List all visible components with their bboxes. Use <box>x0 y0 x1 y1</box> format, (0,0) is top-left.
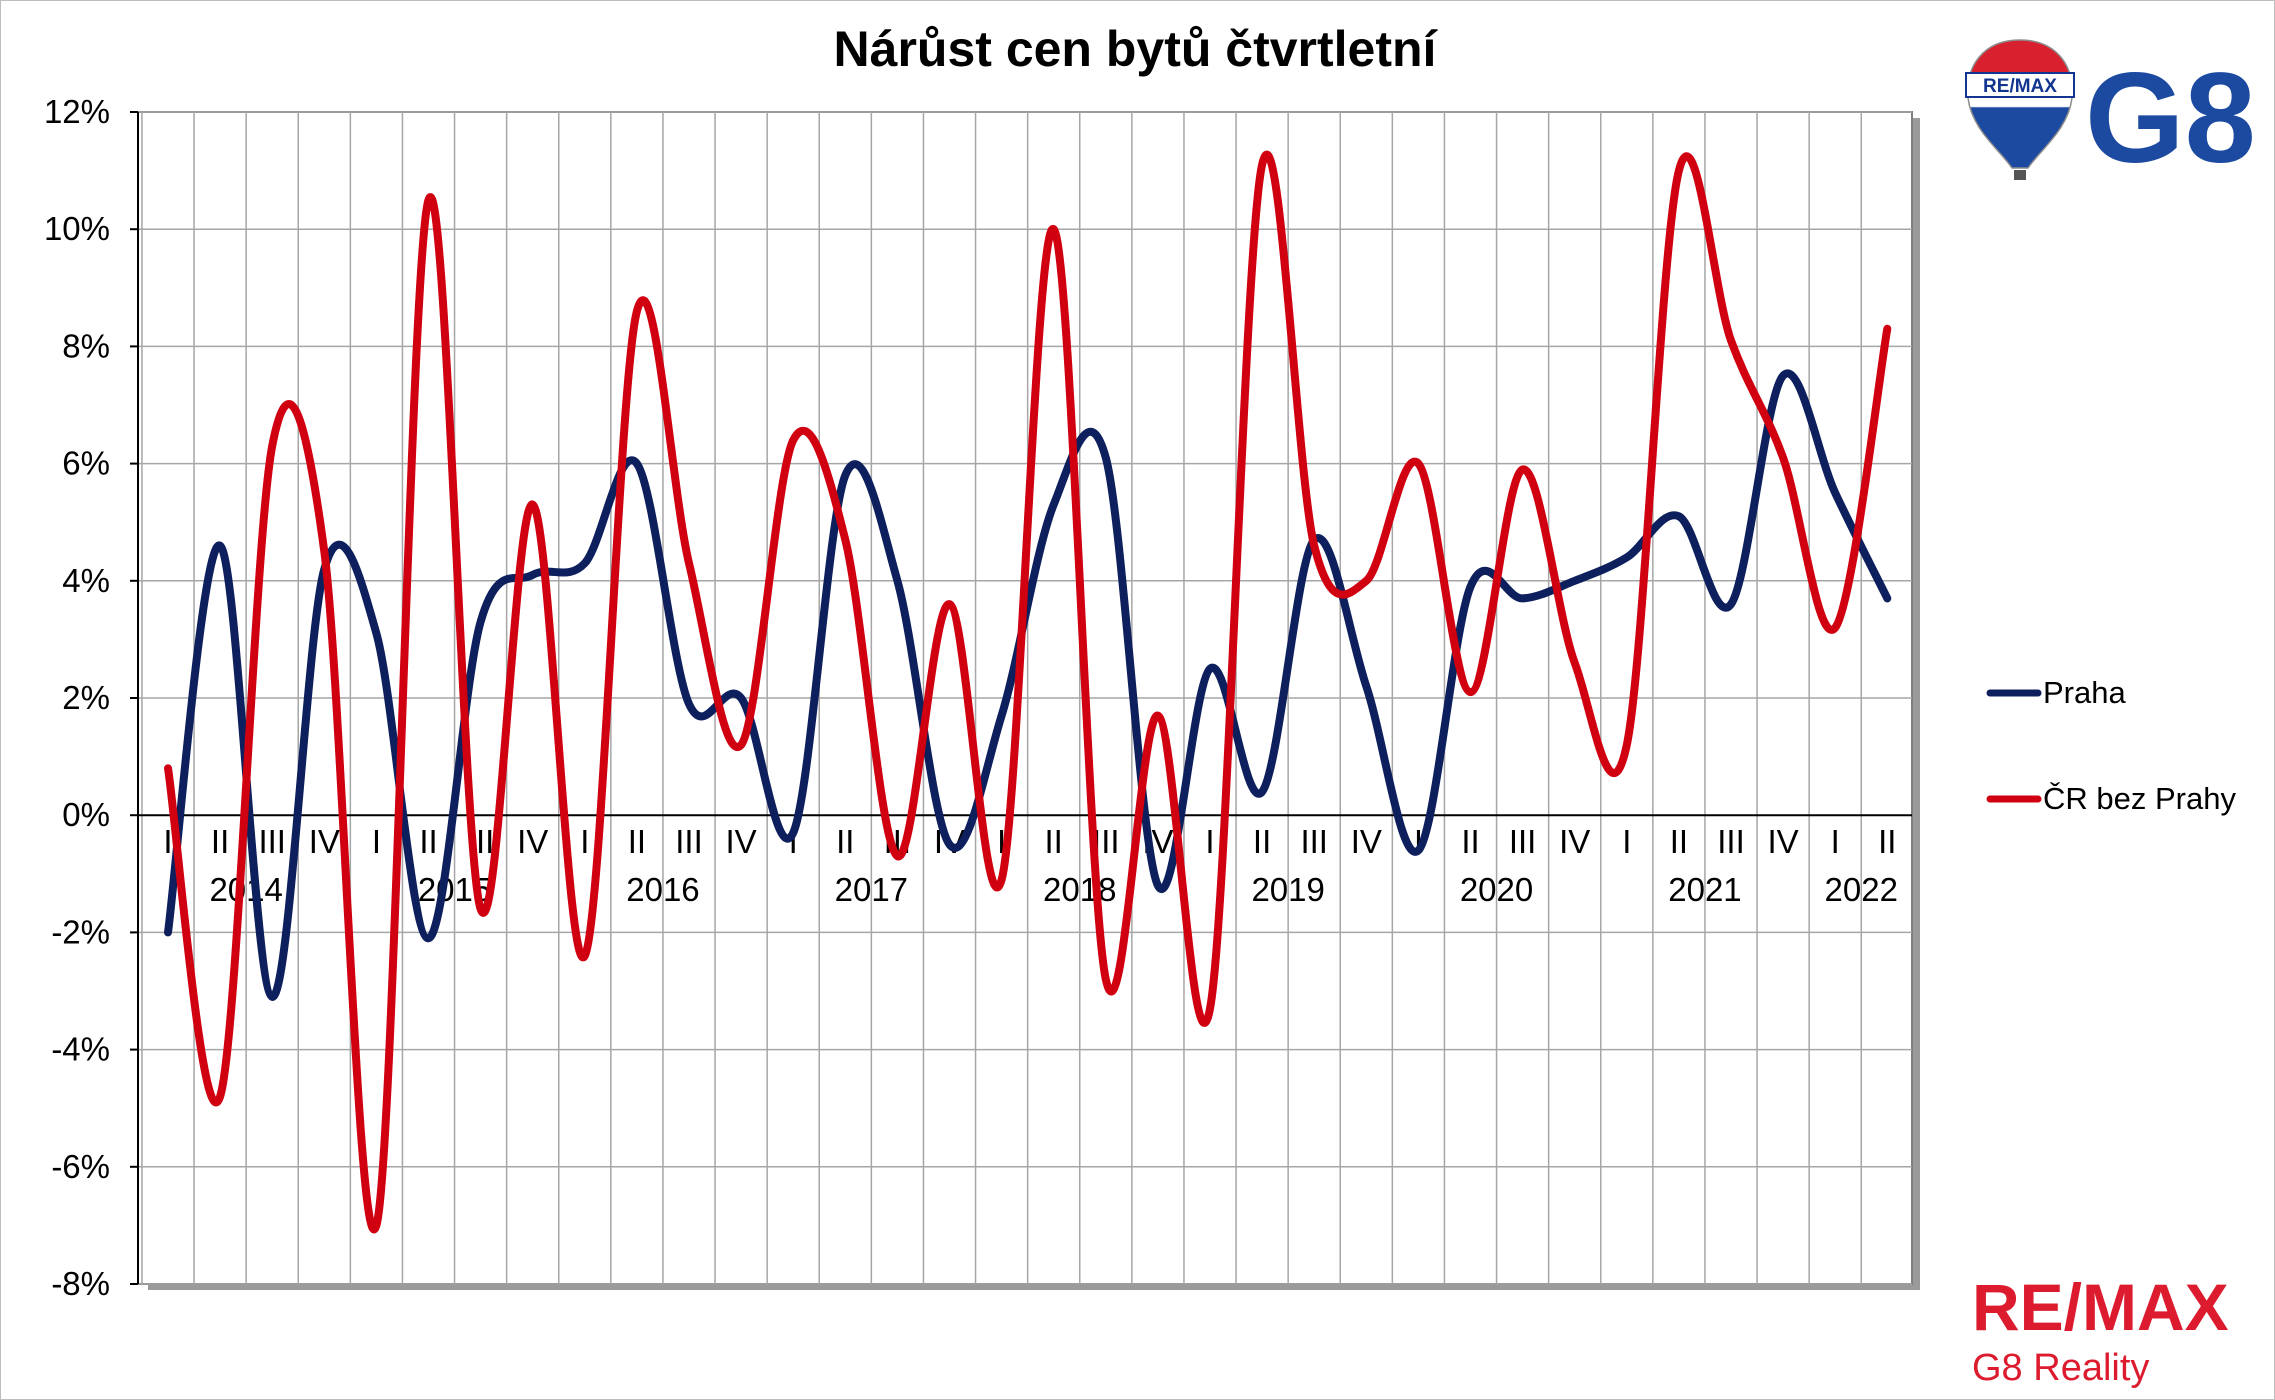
series-line-praha <box>164 369 1892 1001</box>
y-tick-label: 2% <box>62 679 110 716</box>
x-tick-label: III <box>1717 823 1745 860</box>
y-tick-label: 10% <box>44 210 110 247</box>
legend: Praha ČR bez Prahy <box>1986 675 2236 816</box>
x-tick-label: I <box>372 823 381 860</box>
year-label: 2018 <box>1043 871 1116 908</box>
y-tick-label: 8% <box>62 327 110 364</box>
x-tick-label: II <box>1878 823 1896 860</box>
balloon-text: RE/MAX <box>1983 76 2057 97</box>
y-axis-tick-labels: -8% -6% -4% -2% 0% 2% 4% 6% 8% 10% 12% <box>44 93 110 1302</box>
year-label: 2022 <box>1825 871 1898 908</box>
x-tick-label: II <box>419 823 437 860</box>
x-tick-label: I <box>1414 823 1423 860</box>
series-line-cr-bez-prahy <box>164 150 1892 1234</box>
x-tick-label: I <box>1831 823 1840 860</box>
x-tick-label: I <box>163 823 172 860</box>
series-lines <box>164 150 1892 1234</box>
y-tick-label: 12% <box>44 93 110 130</box>
x-tick-label: I <box>1622 823 1631 860</box>
x-tick-label: IV <box>1768 823 1799 860</box>
chart-title: Nárůst cen bytů čtvrtletní <box>834 21 1439 77</box>
x-tick-label: II <box>1045 823 1063 860</box>
balloon-icon <box>1966 39 2074 169</box>
x-axis-tick-labels: I II III IV I II III IV I II III IV I II III IV I II III IV… <box>163 823 1896 860</box>
x-tick-label: III <box>258 823 286 860</box>
g8-logo: G8 <box>2085 47 2256 190</box>
legend-label-cr-bez-prahy: ČR bez Prahy <box>2043 781 2236 816</box>
year-label: 2014 <box>209 871 282 908</box>
year-label: 2017 <box>835 871 908 908</box>
y-tick-label: -4% <box>51 1031 110 1068</box>
x-tick-label: II <box>1253 823 1271 860</box>
year-label: 2020 <box>1460 871 1533 908</box>
x-tick-label: II <box>628 823 646 860</box>
x-tick-label: I <box>789 823 798 860</box>
remax-brand-logo: RE/MAX <box>1972 1270 2229 1344</box>
x-tick-label: IV <box>517 823 548 860</box>
year-label: 2016 <box>626 871 699 908</box>
balloon-basket <box>2014 170 2026 180</box>
x-tick-label: IV <box>726 823 757 860</box>
vertical-gridlines <box>141 112 1862 1284</box>
x-tick-label: IV <box>1351 823 1382 860</box>
x-tick-label: III <box>1509 823 1537 860</box>
x-tick-label: II <box>1461 823 1479 860</box>
y-tick-label: 4% <box>62 562 110 599</box>
x-tick-label: II <box>211 823 229 860</box>
y-tick-label: -2% <box>51 913 110 950</box>
remax-balloon-logo: RE/MAX <box>1965 39 2075 180</box>
x-tick-label: IV <box>309 823 340 860</box>
balloon-banner <box>1965 72 2075 98</box>
y-tick-label: -8% <box>51 1265 110 1302</box>
x-tick-label: I <box>1205 823 1214 860</box>
brand-subtitle: G8 Reality <box>1972 1347 2149 1389</box>
y-tick-label: -6% <box>51 1148 110 1185</box>
year-label: 2019 <box>1251 871 1324 908</box>
y-tick-label: 0% <box>62 796 110 833</box>
x-tick-label: II <box>836 823 854 860</box>
y-tick-label: 6% <box>62 445 110 482</box>
year-label: 2021 <box>1668 871 1741 908</box>
x-tick-label: II <box>1670 823 1688 860</box>
x-tick-label: I <box>997 823 1006 860</box>
x-tick-label: IV <box>1559 823 1590 860</box>
legend-label-praha: Praha <box>2043 675 2126 710</box>
x-tick-label: III <box>675 823 703 860</box>
x-tick-label: III <box>1300 823 1328 860</box>
x-tick-label: I <box>580 823 589 860</box>
